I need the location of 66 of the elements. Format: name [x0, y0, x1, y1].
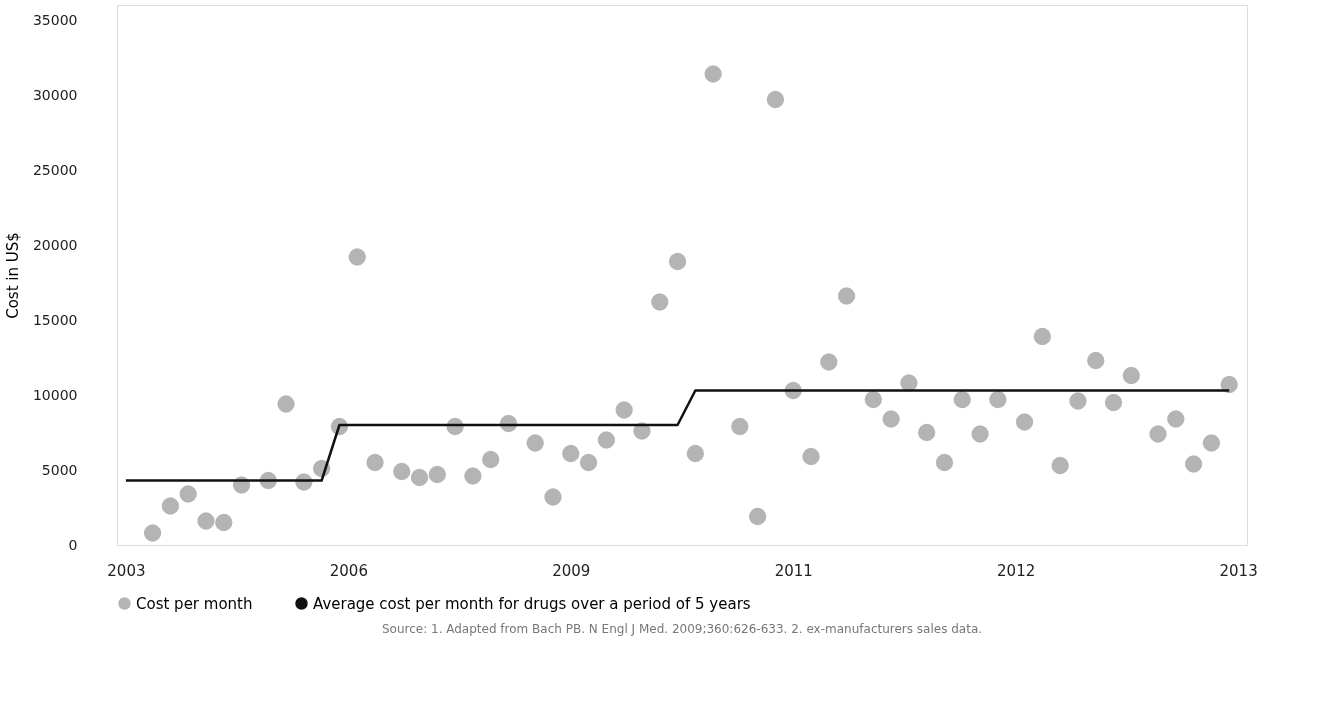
point — [143, 524, 162, 542]
legend-label: Average cost per month for drugs over a period of 5 years — [313, 594, 751, 613]
y-tick-label: 25000 — [32, 161, 78, 178]
point — [935, 453, 954, 472]
point — [1202, 434, 1221, 452]
y-tick-label: 30000 — [32, 86, 78, 103]
point — [1051, 456, 1069, 475]
point — [1015, 413, 1034, 431]
point — [464, 467, 482, 485]
point — [704, 65, 722, 83]
y-tick-label: 35000 — [32, 11, 78, 28]
point — [1033, 327, 1052, 346]
point — [544, 488, 562, 506]
point — [410, 468, 429, 487]
x-tick-label: 2006 — [329, 561, 368, 580]
point — [348, 248, 366, 266]
point — [1149, 425, 1167, 443]
point — [393, 462, 411, 481]
point — [864, 390, 882, 409]
point — [366, 453, 384, 472]
point — [971, 425, 989, 443]
y-tick-label: 5000 — [41, 461, 78, 478]
point — [731, 417, 749, 436]
y-tick-label: 0 — [68, 536, 78, 553]
point — [597, 431, 616, 449]
point — [820, 353, 838, 371]
legend-label: Cost per month — [136, 594, 253, 613]
x-tick-label: 2009 — [552, 561, 591, 580]
point — [1220, 375, 1238, 394]
point — [651, 293, 669, 311]
y-tick-label: 20000 — [32, 236, 78, 253]
point — [428, 465, 446, 484]
point — [277, 395, 295, 413]
point — [882, 410, 900, 428]
point — [918, 423, 936, 442]
point — [1069, 392, 1087, 410]
x-tick-label: 2003 — [107, 561, 146, 580]
source-note: Source: 1. Adapted from Bach PB. N Engl J Med. 2009;360:626-633. 2. ex-manufacturers sales data. — [381, 622, 983, 636]
point — [1184, 455, 1203, 473]
point — [748, 507, 767, 526]
y-axis-title: Cost in US$ — [3, 232, 22, 319]
point — [1122, 366, 1140, 385]
point — [1167, 410, 1185, 428]
point — [802, 447, 820, 466]
point — [668, 252, 687, 271]
point — [837, 287, 856, 305]
point — [766, 90, 785, 109]
point — [161, 497, 180, 515]
point — [686, 444, 705, 463]
point — [197, 512, 215, 530]
point — [215, 513, 233, 532]
point — [482, 450, 500, 469]
x-tick-label: 2011 — [774, 561, 813, 580]
point — [179, 485, 197, 503]
point — [562, 444, 580, 463]
point — [526, 434, 544, 452]
point — [953, 390, 971, 409]
point — [989, 390, 1007, 409]
x-tick-label: 2013 — [1219, 561, 1258, 580]
y-tick-label: 10000 — [32, 386, 78, 403]
point — [1087, 351, 1105, 370]
y-tick-label: 15000 — [32, 311, 78, 328]
x-tick-label: 2012 — [997, 561, 1036, 580]
point — [579, 453, 598, 472]
point — [615, 401, 633, 419]
point — [1104, 393, 1123, 412]
